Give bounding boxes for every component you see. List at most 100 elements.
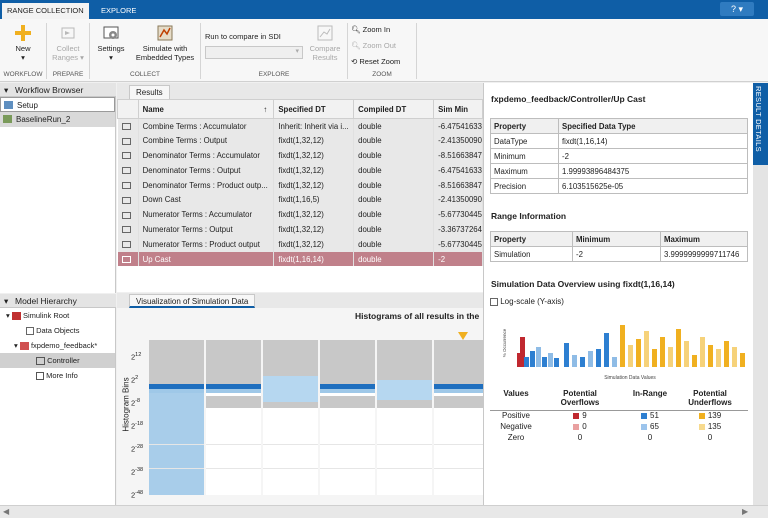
simulate-embedded-button[interactable]: Simulate with Embedded Types [131, 24, 199, 62]
table-row[interactable]: Down Cast fixdt(1,16,5) double -2.41350090 [117, 192, 483, 208]
gridline [434, 468, 483, 469]
simulate-label: Simulate with Embedded Types [135, 44, 195, 62]
overflow-region [434, 340, 483, 384]
y-tick-label: 212 [131, 352, 142, 362]
workflow-browser-header[interactable]: ▾ Workflow Browser [0, 83, 116, 97]
mini-bar [740, 353, 745, 367]
table-row: Maximum 1.99993896484375 [490, 163, 748, 179]
cell-specified[interactable]: fixdt(1,32,12) [273, 148, 355, 163]
cell-name: Denominator Terms : Output [138, 162, 275, 178]
sort-icon[interactable]: ↑ [263, 104, 268, 114]
cell-name: Denominator Terms : Product outp... [138, 177, 275, 193]
column-specified-dt[interactable]: Specified DT [273, 99, 355, 119]
mini-bar [692, 355, 697, 367]
gridline [320, 444, 375, 445]
tab-range-collection[interactable]: RANGE COLLECTION [2, 3, 89, 19]
model-hierarchy-header[interactable]: ▾ Model Hierarchy [0, 294, 116, 308]
marker-icon[interactable] [458, 332, 468, 340]
column-sim-min[interactable]: Sim Min [433, 99, 483, 119]
cell-compiled: double [353, 118, 435, 134]
cell-compiled: double [353, 162, 435, 178]
collapse-icon[interactable]: ▾ [4, 296, 9, 306]
gridline [320, 468, 375, 469]
compare-results-button[interactable]: Compare Results [306, 24, 344, 62]
tab-results[interactable]: Results [129, 85, 170, 99]
column-name[interactable]: Name ↑ [137, 99, 275, 119]
mini-bar [628, 345, 633, 367]
table-row[interactable]: Denominator Terms : Accumulator fixdt(1,3… [117, 148, 483, 163]
cell-specified[interactable]: fixdt(1,32,12) [273, 222, 355, 237]
row-icon [117, 251, 139, 267]
overview-table: Values Potential Overflows In-Range Potenti… [484, 384, 754, 444]
zoom-out-button[interactable]: 🔍︎ Zoom Out [351, 39, 396, 52]
histogram-panel: Histograms of all results in the Histogr… [117, 308, 483, 505]
horizontal-scrollbar[interactable]: ◀ ▶ [0, 505, 768, 518]
cell-simmin: -2.41350090 [433, 133, 483, 149]
result-details-tab[interactable]: RESULT DETAILS [753, 83, 768, 165]
workflow-item-setup[interactable]: Setup [0, 97, 115, 112]
scroll-left-icon[interactable]: ◀ [3, 507, 10, 516]
y-tick-label: 2-28 [131, 444, 144, 454]
histogram-plot[interactable] [149, 340, 483, 495]
table-row[interactable]: Numerator Terms : Product output fixdt(1,… [117, 236, 483, 252]
cell-specified[interactable]: fixdt(1,32,12) [273, 162, 355, 178]
cell-specified[interactable]: fixdt(1,32,12) [273, 177, 355, 193]
mini-bar [588, 351, 593, 367]
table-row[interactable]: Up Cast fixdt(1,16,14) double -2 [117, 251, 483, 267]
tree-item-fxpdemo[interactable]: ▾ fxpdemo_feedback* [0, 338, 115, 353]
mini-bar [517, 353, 522, 367]
table-row[interactable]: Numerator Terms : Accumulator fixdt(1,32,… [117, 207, 483, 223]
new-button[interactable]: New ▾ [6, 24, 40, 62]
gridline [263, 444, 318, 445]
collect-ranges-button[interactable]: Collect Ranges ▾ [50, 24, 86, 62]
cell-specified[interactable]: Inherit: Inherit via i... [273, 118, 355, 134]
tree-item-more-info[interactable]: More Info [0, 368, 115, 383]
tree-item-controller[interactable]: Controller [0, 353, 115, 368]
tab-explore[interactable]: EXPLORE [101, 6, 137, 15]
checkbox-icon[interactable] [490, 297, 498, 306]
mini-bar [676, 329, 681, 367]
scroll-right-icon[interactable]: ▶ [742, 507, 749, 516]
cell-specified[interactable]: fixdt(1,32,12) [273, 133, 355, 149]
mini-bar [604, 333, 609, 367]
help-button[interactable]: ? ▾ [720, 2, 754, 16]
reset-zoom-icon: ⟲ [351, 57, 358, 66]
prop-key: Precision [490, 178, 559, 194]
column-compiled-dt[interactable]: Compiled DT [353, 99, 435, 119]
workflow-item-baselinerun[interactable]: BaselineRun_2 [0, 112, 115, 127]
reset-zoom-button[interactable]: ⟲ Reset Zoom [351, 55, 400, 68]
divider [490, 410, 748, 411]
table-row[interactable]: Denominator Terms : Product outp... fixdt… [117, 177, 483, 193]
group-prepare-label: PREPARE [52, 71, 84, 78]
range-band [206, 389, 261, 393]
cell-specified[interactable]: fixdt(1,16,14) [273, 251, 355, 267]
run-compare-select[interactable]: ▾ [205, 46, 303, 59]
collapse-icon[interactable]: ▾ [4, 85, 9, 95]
cell-simmin: -3.36737264 [433, 222, 483, 237]
range-table: Property Minimum Maximum Simulation -2 3… [490, 231, 748, 262]
tree-item-label: Data Objects [36, 326, 80, 335]
cell-simmin: -2 [433, 251, 483, 267]
model-hierarchy-title: Model Hierarchy [15, 296, 77, 306]
simulate-icon [157, 25, 173, 41]
cell-specified[interactable]: fixdt(1,16,5) [273, 192, 355, 208]
table-row[interactable]: Combine Terms : Accumulator Inherit: Inhe… [117, 118, 483, 134]
table-row[interactable]: Denominator Terms : Output fixdt(1,32,12)… [117, 162, 483, 178]
cell-specified[interactable]: fixdt(1,32,12) [273, 207, 355, 223]
settings-icon [103, 26, 119, 39]
cell-simmin: -6.47541633 [433, 118, 483, 134]
table-row[interactable]: Combine Terms : Output fixdt(1,32,12) doub… [117, 133, 483, 149]
table-header: Property Specified Data Type [490, 118, 748, 134]
range-band [320, 384, 375, 389]
table-row[interactable]: Numerator Terms : Output fixdt(1,32,12) do… [117, 222, 483, 237]
tree-item-simulink-root[interactable]: ▾ Simulink Root [0, 308, 115, 323]
tab-visualization[interactable]: Visualization of Simulation Data [129, 294, 256, 308]
mini-bar [636, 339, 641, 367]
cell-specified[interactable]: fixdt(1,32,12) [273, 236, 355, 252]
column-property: Property [490, 231, 573, 247]
zoom-in-button[interactable]: 🔍︎ Zoom In [351, 23, 390, 36]
tree-item-data-objects[interactable]: Data Objects [0, 323, 115, 338]
cell-name: Up Cast [138, 251, 275, 267]
settings-button[interactable]: Settings ▾ [93, 24, 129, 62]
log-scale-checkbox[interactable]: Log-scale (Y-axis) [490, 297, 564, 306]
